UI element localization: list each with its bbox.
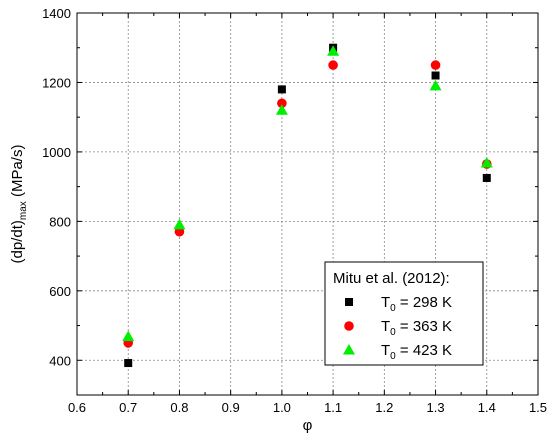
y-axis-title-main: (dp/dt) [9,220,26,263]
data-point-square [431,71,440,80]
data-point-triangle [480,157,493,168]
y-tick-label: 1200 [42,75,71,90]
x-tick-label: 1.4 [478,400,496,415]
axis-ticks: 0.6 0.7 0.8 0.9 1.0 1.1 1.2 1.3 1.4 1.5 400 600 800 1… [42,6,547,415]
x-tick-label: 1.5 [529,400,547,415]
legend-entry-label: T0 = 363 K [381,318,452,338]
x-axis-title: φ [303,417,313,434]
data-point-circle [174,226,185,237]
y-axis-title: (dp/dt)max (MPa/s) [9,145,29,264]
y-tick-label: 1000 [42,145,71,160]
legend-marker-circle [344,321,354,331]
x-tick-label: 1.3 [427,400,445,415]
legend-entry-label: T0 = 423 K [381,342,452,362]
data-point-triangle [173,218,186,230]
data-point-circle [328,60,338,70]
x-tick-label: 0.6 [68,400,86,415]
y-tick-label: 1400 [42,6,71,21]
x-tick-label: 0.7 [119,400,137,415]
x-tick-label: 1.0 [273,400,291,415]
data-point-circle [430,60,441,70]
legend-marker-square [345,298,353,306]
data-point-square [124,359,133,368]
data-point-triangle [327,45,340,56]
data-point-triangle [122,330,135,342]
y-tick-label: 600 [49,284,71,299]
x-tick-label: 1.1 [324,400,342,415]
y-axis-title-unit: (MPa/s) [9,145,26,202]
y-axis-title-subscript: max [18,201,29,220]
data-point-square [482,173,491,182]
legend: Mitu et al. (2012): T0 = 298 K T0 = 363 K… [324,261,484,366]
legend-items: T0 = 298 K T0 = 363 K T0 = 423 K [343,294,452,362]
x-tick-label: 1.2 [375,400,393,415]
x-tick-label: 0.9 [222,400,240,415]
y-tick-label: 400 [49,353,71,368]
legend-entry-label: T0 = 298 K [381,294,452,314]
data-point-square [277,85,286,94]
y-tick-label: 800 [49,214,71,229]
data-point-triangle [429,79,442,91]
legend-title: Mitu et al. (2012): [333,270,450,287]
data-point-circle [277,98,287,109]
x-tick-label: 0.8 [170,400,188,415]
legend-marker-triangle [343,344,355,355]
data-point-triangle [275,104,288,115]
data-points [122,43,493,368]
legend-box [324,261,484,366]
